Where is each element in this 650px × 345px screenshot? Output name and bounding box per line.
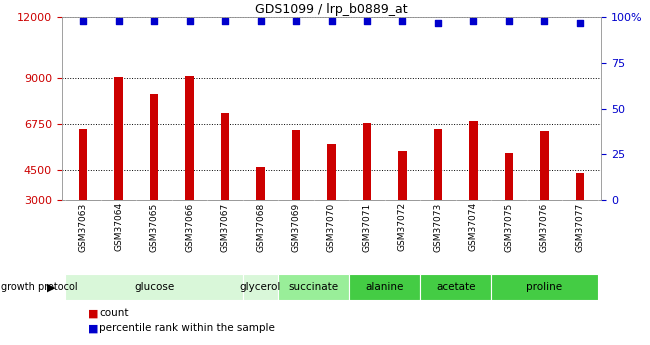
Text: alanine: alanine bbox=[365, 282, 404, 292]
Bar bbox=[421, 274, 491, 300]
Point bbox=[291, 18, 301, 24]
Point bbox=[540, 18, 550, 24]
Bar bbox=[220, 113, 229, 261]
Text: succinate: succinate bbox=[289, 282, 339, 292]
Point bbox=[468, 18, 478, 24]
Point bbox=[149, 18, 159, 24]
Point bbox=[575, 20, 585, 26]
Text: GSM37076: GSM37076 bbox=[540, 202, 549, 252]
Text: GSM37067: GSM37067 bbox=[220, 202, 229, 252]
Bar bbox=[114, 77, 123, 261]
Text: ■: ■ bbox=[88, 324, 98, 333]
Bar bbox=[491, 274, 598, 300]
Text: GSM37072: GSM37072 bbox=[398, 202, 407, 252]
Bar bbox=[79, 129, 88, 261]
Bar bbox=[278, 274, 349, 300]
Point bbox=[113, 18, 124, 24]
Bar bbox=[575, 173, 584, 261]
Text: GSM37066: GSM37066 bbox=[185, 202, 194, 252]
Bar bbox=[434, 129, 443, 261]
Text: GSM37073: GSM37073 bbox=[434, 202, 443, 252]
Bar bbox=[540, 131, 549, 261]
Bar bbox=[398, 151, 407, 261]
Text: glucose: glucose bbox=[134, 282, 174, 292]
Point bbox=[433, 20, 443, 26]
Text: GSM37064: GSM37064 bbox=[114, 202, 123, 252]
Text: percentile rank within the sample: percentile rank within the sample bbox=[99, 324, 276, 333]
Point bbox=[185, 18, 195, 24]
Bar bbox=[469, 121, 478, 261]
Bar bbox=[327, 144, 336, 261]
Text: ▶: ▶ bbox=[47, 282, 55, 292]
Text: GSM37071: GSM37071 bbox=[363, 202, 372, 252]
Bar bbox=[363, 123, 371, 261]
Text: proline: proline bbox=[526, 282, 562, 292]
Bar bbox=[65, 274, 242, 300]
Point bbox=[397, 18, 408, 24]
Text: acetate: acetate bbox=[436, 282, 476, 292]
Point bbox=[78, 18, 88, 24]
Text: GSM37065: GSM37065 bbox=[150, 202, 159, 252]
Bar bbox=[256, 167, 265, 261]
Point bbox=[326, 18, 337, 24]
Point bbox=[220, 18, 230, 24]
Point bbox=[504, 18, 514, 24]
Bar bbox=[150, 95, 159, 261]
Text: GSM37075: GSM37075 bbox=[504, 202, 514, 252]
Text: GSM37077: GSM37077 bbox=[575, 202, 584, 252]
Bar bbox=[504, 154, 514, 261]
Bar bbox=[185, 76, 194, 261]
Text: GSM37068: GSM37068 bbox=[256, 202, 265, 252]
Title: GDS1099 / lrp_b0889_at: GDS1099 / lrp_b0889_at bbox=[255, 3, 408, 16]
Bar bbox=[242, 274, 278, 300]
Text: growth protocol: growth protocol bbox=[1, 282, 78, 292]
Bar bbox=[349, 274, 421, 300]
Text: GSM37070: GSM37070 bbox=[327, 202, 336, 252]
Point bbox=[255, 18, 266, 24]
Point bbox=[362, 18, 372, 24]
Text: GSM37063: GSM37063 bbox=[79, 202, 88, 252]
Text: GSM37069: GSM37069 bbox=[291, 202, 300, 252]
Bar bbox=[292, 130, 300, 261]
Text: count: count bbox=[99, 308, 129, 318]
Text: ■: ■ bbox=[88, 308, 98, 318]
Text: glycerol: glycerol bbox=[240, 282, 281, 292]
Text: GSM37074: GSM37074 bbox=[469, 202, 478, 252]
